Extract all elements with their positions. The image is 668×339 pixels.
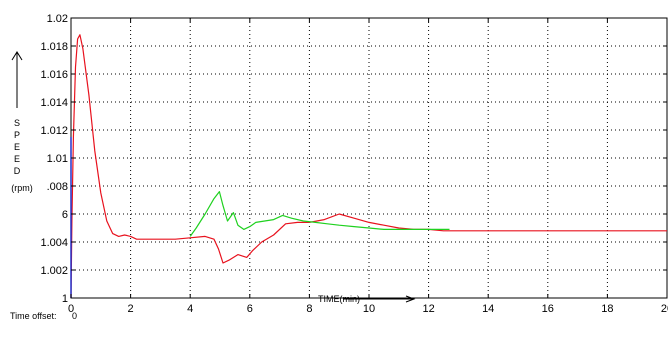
ylabel-unit: (rpm)	[11, 183, 33, 193]
x-tick-label: 6	[247, 303, 253, 315]
x-tick-label: 8	[306, 303, 312, 315]
x-tick-label: 12	[422, 303, 434, 315]
y-tick-label: 1.016	[40, 69, 68, 81]
ylabel-letter-5: D	[14, 166, 21, 176]
x-axis-arrowhead-icon	[405, 295, 416, 303]
y-tick-label: 6	[62, 209, 68, 221]
x-tick-label: 16	[542, 303, 554, 315]
ylabel-letter-3: E	[14, 142, 20, 152]
grid-lines	[71, 18, 667, 298]
y-axis-arrowhead-icon	[11, 51, 23, 61]
y-tick-label: 1.002	[40, 265, 68, 277]
series-lines	[70, 34, 667, 299]
ylabel-letter-4: E	[14, 154, 20, 164]
series-line-1	[70, 34, 667, 299]
y-tick-label: 1	[62, 293, 68, 305]
x-tick-label: 2	[128, 303, 134, 315]
y-tick-label: .008	[47, 181, 68, 193]
x-tick-label: 18	[601, 303, 613, 315]
y-tick-label: 1.012	[40, 125, 68, 137]
x-tick-label: 4	[187, 303, 193, 315]
x-tick-label: 20	[661, 303, 668, 315]
tick-labels: 0 2 4 6 8 10 12 14 16 18 20 1 1.002 1.004 6 .008 1.01 1.0…	[40, 13, 668, 315]
ylabel-letter-2: P	[14, 130, 20, 140]
y-tick-label: 1.018	[40, 41, 68, 53]
y-tick-label: 1.014	[40, 97, 68, 109]
y-tick-label: 1.02	[47, 13, 68, 25]
x-tick-label: 10	[363, 303, 375, 315]
y-tick-label: 1.01	[47, 153, 68, 165]
y-tick-label: 1.004	[40, 237, 68, 249]
x-axis-label: TIME(min)	[318, 294, 416, 304]
ylabel-letter-1: S	[14, 118, 20, 128]
time-offset-readout: Time offset: 0	[10, 311, 77, 321]
x-tick-label: 0	[68, 303, 74, 315]
axes	[70, 17, 668, 299]
x-tick-label: 14	[482, 303, 494, 315]
series-line-2	[189, 191, 450, 237]
time-offset-label: Time offset:	[10, 311, 57, 321]
time-offset-value: 0	[72, 311, 77, 321]
y-axis-label: S P E E D (rpm)	[11, 51, 33, 193]
xlabel-text: TIME(min)	[318, 294, 360, 304]
